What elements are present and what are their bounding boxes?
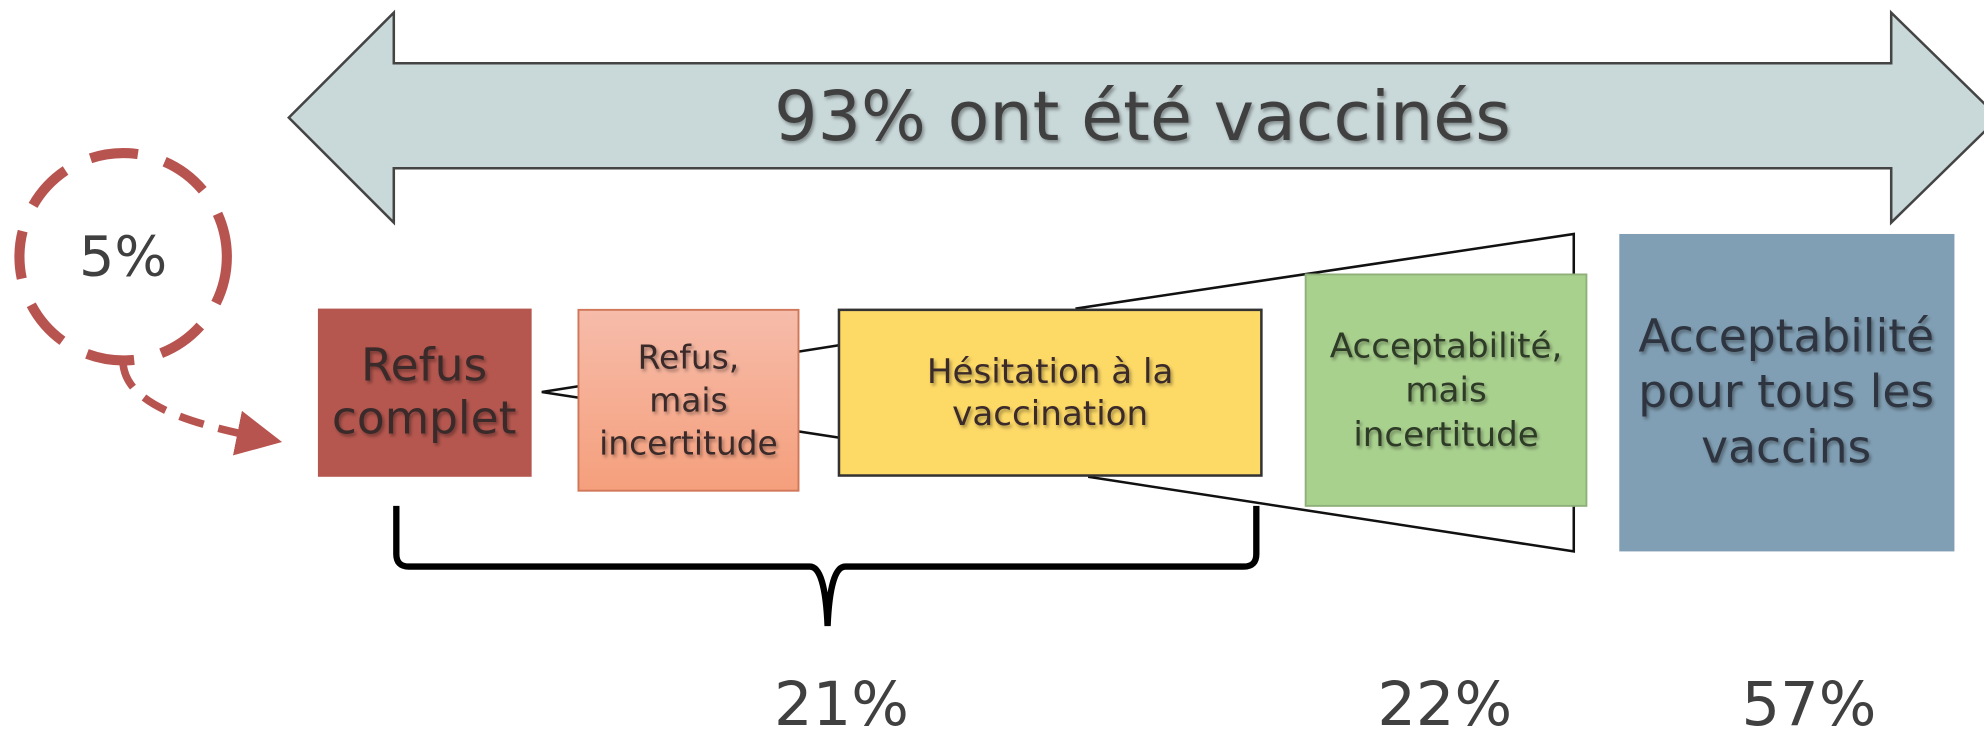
box-acceptabilite-tous [1619,233,1955,552]
dashed-arrow [119,363,283,456]
box-label: vaccins [1701,421,1871,474]
box-label: pour tous les [1638,365,1934,418]
percentage: 21% [774,670,909,731]
box-label: incertitude [599,424,778,463]
funnel-top [1075,232,1576,310]
box-hesitation [837,308,1263,477]
dashed-circle [14,147,232,366]
box-label: Refus [361,339,487,392]
double-arrow [287,9,1984,226]
box-label: mais [649,381,727,420]
box-label: incertitude [1353,415,1538,455]
box-refus-complet [317,308,532,477]
percentage: 57% [1742,670,1877,731]
box-label: mais [1405,371,1486,411]
box-label: Acceptabilité, [1330,326,1563,366]
box-label: Acceptabilité [1638,309,1934,362]
brace [393,505,1260,627]
box-label: Refus, [638,338,740,377]
percentage: 22% [1377,670,1512,731]
refusal-share: 5% [79,225,167,290]
banner: 93% ont été vaccinés [774,78,1511,157]
box-label: vaccination [952,394,1148,434]
box-label: Hésitation à la [927,352,1174,392]
box-refus-incertitude [577,308,800,492]
box-label: complet [332,392,517,445]
funnel-bottom [1087,475,1576,553]
box-acceptabilite-incertitude [1304,273,1588,507]
